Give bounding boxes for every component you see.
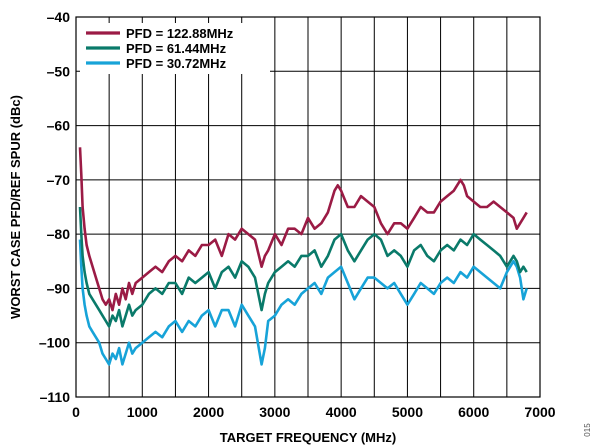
figure-id: 015 [583, 423, 592, 437]
legend-label: PFD = 61.44MHz [126, 41, 227, 56]
x-tick-label: 4000 [326, 404, 357, 420]
series-lines [78, 147, 528, 366]
x-axis-title: TARGET FREQUENCY (MHz) [220, 430, 396, 445]
y-tick-label: –100 [39, 335, 70, 351]
x-tick-label: 2000 [193, 404, 224, 420]
x-tick-label: 6000 [458, 404, 489, 420]
y-tick-label: –110 [40, 389, 71, 405]
plot-frame [75, 16, 541, 398]
y-tick-label: –70 [47, 172, 71, 188]
x-tick-label: 0 [72, 404, 80, 420]
x-tick-label: 7000 [524, 404, 555, 420]
series-line [78, 206, 528, 328]
x-tick-label: 5000 [392, 404, 423, 420]
y-tick-label: –90 [47, 280, 71, 296]
series-line [78, 239, 528, 366]
y-axis-title: WORST CASE PFD/REF SPUR (dBc) [8, 95, 23, 319]
legend-label: PFD = 30.72MHz [126, 56, 227, 71]
tick-labels: 0 1000 2000 3000 4000 5000 6000 7000 –110 –100 –90… [39, 9, 556, 420]
y-tick-label: –80 [47, 226, 71, 242]
y-tick-label: –40 [47, 9, 71, 25]
x-tick-label: 1000 [127, 404, 158, 420]
series-line [78, 147, 528, 312]
y-tick-label: –50 [47, 63, 71, 79]
x-tick-label: 3000 [259, 404, 290, 420]
legend-label: PFD = 122.88MHz [126, 26, 234, 41]
y-tick-label: –60 [47, 118, 71, 134]
